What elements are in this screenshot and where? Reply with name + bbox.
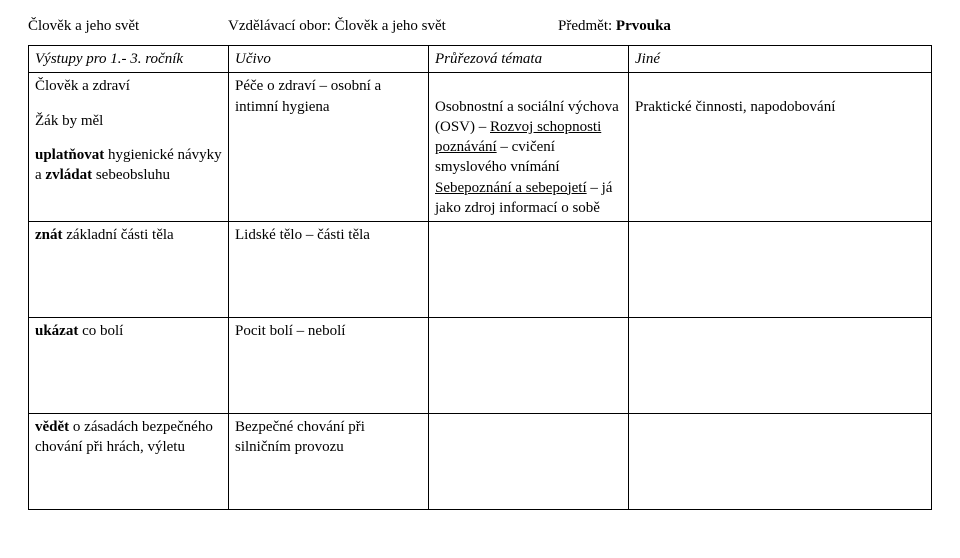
bold-word: uplatňovat: [35, 147, 104, 163]
cell-vystupy-4: vědět o zásadách bezpečného chování při …: [29, 414, 229, 510]
bold-word: znát: [35, 227, 63, 243]
cell-prurezova-2: [429, 222, 629, 318]
cell-prurezova-1: Osobnostní a sociální výchova (OSV) – Ro…: [429, 73, 629, 222]
cell-vystupy-2: znát základní části těla: [29, 222, 229, 318]
text-part: sebeobsluhu: [92, 167, 170, 183]
cell-ucivo-1: Péče o zdraví – osobní a intimní hygiena: [229, 73, 429, 222]
cell-prurezova-4: [429, 414, 629, 510]
cell-prurezova-3: [429, 318, 629, 414]
text-part: základní části těla: [63, 227, 174, 243]
col-header-1: Výstupy pro 1.- 3. ročník: [29, 46, 229, 73]
table-row: vědět o zásadách bezpečného chování při …: [29, 414, 932, 510]
predmet-label: Předmět:: [558, 18, 616, 34]
cell-jine-2: [629, 222, 932, 318]
text-part: Praktické činnosti, napodobování: [635, 99, 835, 115]
cell-vystupy-1: Člověk a zdraví Žák by měl uplatňovat hy…: [29, 73, 229, 222]
bold-word: ukázat: [35, 323, 78, 339]
text-part: co bolí: [78, 323, 123, 339]
page: Člověk a jeho svět Vzdělávací obor: Člov…: [0, 0, 960, 510]
bold-word: vědět: [35, 419, 69, 435]
table-row: znát základní části těla Lidské tělo – č…: [29, 222, 932, 318]
header-predmet: Předmět: Prvouka: [558, 18, 932, 35]
curriculum-table: Výstupy pro 1.- 3. ročník Učivo Průřezov…: [28, 45, 932, 510]
cell-ucivo-2: Lidské tělo – části těla: [229, 222, 429, 318]
bold-word: zvládat: [45, 167, 92, 183]
predmet-value: Prvouka: [616, 18, 671, 34]
cell-jine-3: [629, 318, 932, 414]
col-header-4: Jiné: [629, 46, 932, 73]
table-row: Člověk a zdraví Žák by měl uplatňovat hy…: [29, 73, 932, 222]
cell-jine-4: [629, 414, 932, 510]
header-obor: Vzdělávací obor: Člověk a jeho svět: [228, 18, 558, 35]
cell-ucivo-4: Bezpečné chování při silničním provozu: [229, 414, 429, 510]
cell-jine-1: Praktické činnosti, napodobování: [629, 73, 932, 222]
cell-vystupy-3: ukázat co bolí: [29, 318, 229, 414]
header-area: Člověk a jeho svět: [28, 18, 228, 35]
col-header-3: Průřezová témata: [429, 46, 629, 73]
table-row: ukázat co bolí Pocit bolí – nebolí: [29, 318, 932, 414]
col-header-2: Učivo: [229, 46, 429, 73]
table-header-row: Výstupy pro 1.- 3. ročník Učivo Průřezov…: [29, 46, 932, 73]
underline-text: Sebepoznání a sebepojetí: [435, 180, 587, 196]
header-row: Člověk a jeho svět Vzdělávací obor: Člov…: [28, 18, 932, 35]
topic-title: Člověk a zdraví: [35, 78, 130, 94]
cell-ucivo-3: Pocit bolí – nebolí: [229, 318, 429, 414]
zak-by-mel: Žák by měl: [35, 113, 103, 129]
